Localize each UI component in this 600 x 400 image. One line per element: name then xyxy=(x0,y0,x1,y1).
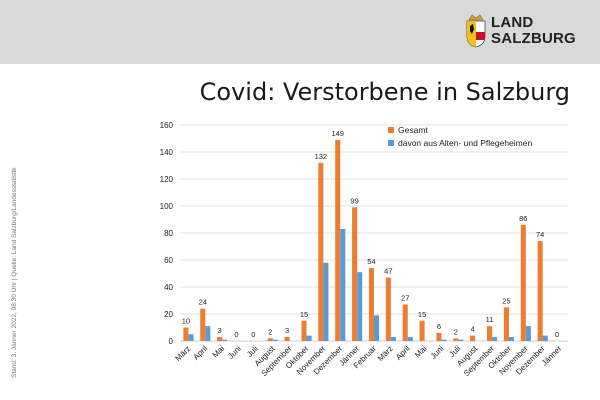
data-label: 3 xyxy=(285,326,289,335)
x-tick-label: März xyxy=(173,344,192,363)
logo-line2: SALZBURG xyxy=(491,30,576,47)
x-tick-label: Mai xyxy=(211,344,227,360)
bar-heime xyxy=(374,315,380,341)
bar-heime xyxy=(205,326,211,341)
bar-gesamt xyxy=(419,320,425,341)
bar-gesamt xyxy=(453,338,459,341)
data-label: 0 xyxy=(251,330,255,339)
bar-gesamt xyxy=(200,308,206,341)
land-salzburg-logo: LAND SALZBURG xyxy=(465,14,576,52)
legend-swatch-heime xyxy=(388,140,394,146)
y-tick-label: 60 xyxy=(164,256,173,265)
bar-heime xyxy=(492,336,498,341)
logo-line1: LAND xyxy=(491,14,534,31)
bar-gesamt xyxy=(335,139,341,341)
legend-swatch-gesamt xyxy=(388,127,394,133)
bar-gesamt xyxy=(217,336,223,341)
bar-gesamt xyxy=(385,277,391,341)
data-label: 0 xyxy=(234,330,238,339)
bar-heime xyxy=(525,326,531,341)
data-label: 74 xyxy=(536,230,544,239)
bar-heime xyxy=(340,228,346,341)
bar-gesamt xyxy=(470,335,476,341)
bar-heime xyxy=(441,339,447,341)
bar-heime xyxy=(306,335,312,341)
x-tick-label: April xyxy=(394,344,412,362)
data-label: 132 xyxy=(315,152,328,161)
x-tick-label: Mai xyxy=(413,344,429,360)
bar-heime xyxy=(542,335,548,341)
coat-of-arms-icon xyxy=(466,14,486,48)
y-tick-label: 0 xyxy=(169,337,174,346)
y-tick-label: 140 xyxy=(160,148,174,157)
bar-heime xyxy=(272,339,278,341)
x-tick-label: April xyxy=(192,344,210,362)
bar-heime xyxy=(357,272,363,341)
bar-gesamt xyxy=(503,307,509,341)
x-tick-label: Juni xyxy=(429,344,446,361)
page-title: Covid: Verstorbene in Salzburg xyxy=(199,78,570,106)
bar-heime xyxy=(508,336,515,341)
data-label: 0 xyxy=(555,330,559,339)
bar-gesamt xyxy=(318,162,324,341)
bar-gesamt xyxy=(352,207,358,341)
bar-heime xyxy=(323,262,329,341)
data-label: 54 xyxy=(367,257,375,266)
bar-gesamt xyxy=(267,338,273,341)
data-label: 11 xyxy=(486,315,494,324)
bar-gesamt xyxy=(436,332,442,341)
bar-heime xyxy=(458,339,464,341)
bar-gesamt xyxy=(402,304,408,341)
data-label: 24 xyxy=(199,298,207,307)
bar-gesamt xyxy=(487,326,493,341)
data-label: 2 xyxy=(268,327,272,336)
data-label: 3 xyxy=(218,326,222,335)
data-label: 15 xyxy=(300,310,308,319)
logo-text: LAND SALZBURG xyxy=(491,15,576,47)
data-label: 47 xyxy=(384,267,392,276)
y-tick-label: 80 xyxy=(164,229,173,238)
bar-gesamt xyxy=(301,320,307,341)
bar-heime xyxy=(407,336,413,341)
header-band xyxy=(0,0,600,64)
bar-gesamt xyxy=(520,224,526,341)
bar-heime xyxy=(188,334,194,341)
y-tick-label: 160 xyxy=(160,121,174,130)
bar-gesamt xyxy=(368,268,374,341)
x-tick-label: Juni xyxy=(226,344,243,361)
data-label: 10 xyxy=(182,317,190,326)
data-label: 99 xyxy=(350,196,358,205)
data-label: 86 xyxy=(519,214,527,223)
bar-heime xyxy=(390,336,396,341)
bar-heime xyxy=(222,339,228,341)
data-label: 15 xyxy=(418,310,426,319)
legend-label-gesamt: Gesamt xyxy=(398,125,428,135)
data-label: 4 xyxy=(471,325,475,334)
y-tick-label: 120 xyxy=(160,175,174,184)
y-tick-label: 100 xyxy=(160,202,174,211)
y-tick-label: 20 xyxy=(164,310,173,319)
data-label: 2 xyxy=(454,327,458,336)
bar-gesamt xyxy=(537,241,543,341)
data-label: 25 xyxy=(502,296,510,305)
data-label: 6 xyxy=(437,322,441,331)
data-label: 27 xyxy=(401,294,409,303)
legend-label-heime: davon aus Alten- und Pflegeheimen xyxy=(398,138,532,148)
x-tick-label: März xyxy=(376,344,395,363)
bar-gesamt xyxy=(284,336,290,341)
data-label: 149 xyxy=(331,129,344,138)
y-tick-label: 40 xyxy=(164,283,173,292)
bar-gesamt xyxy=(183,327,189,341)
